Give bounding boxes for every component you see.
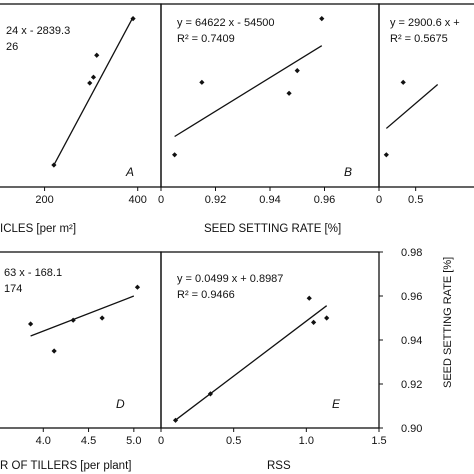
panel-c-x-tick-label-1: 0 — [376, 194, 382, 206]
panel-b-equation: y = 64622 x - 54500 — [177, 17, 275, 29]
panel-a-equation: 24 x - 2839.3 — [6, 25, 70, 37]
panel-a-point-1 — [51, 162, 57, 168]
panel-e-y-tick-label-5: 0.98 — [401, 247, 422, 259]
panel-e-xlabel: RSS — [267, 460, 291, 472]
panel-c-point-2 — [400, 79, 406, 85]
panel-e-y-tick-label-2: 0.92 — [401, 379, 422, 391]
panel-d-regression-line — [30, 295, 135, 337]
panel-b-x-tick-label-2: 0.92 — [205, 194, 226, 206]
panel-a-label: A — [125, 165, 134, 179]
panel-e-equation: y = 0.0499 x + 0.8987 — [177, 273, 283, 285]
panel-a-point-5 — [130, 16, 136, 22]
panel-e-point-2 — [207, 391, 214, 397]
panel-c: 0 0.5 y = 2900.6 x + R² = 0.5675 — [376, 3, 474, 206]
panel-d-r2: 174 — [4, 283, 22, 295]
panel-d-point-3 — [70, 317, 76, 323]
panel-b-point-3 — [286, 90, 292, 96]
panel-e-y-tick-label-1: 0.90 — [401, 423, 422, 435]
panel-d-point-1 — [28, 321, 34, 327]
panel-a-xlabel: ICLES [per m²] — [0, 223, 76, 235]
panel-d-x-tick-label-2: 4.5 — [81, 435, 96, 447]
panel-e-r2: R² = 0.9466 — [177, 289, 235, 301]
panel-a-regression-line — [53, 16, 134, 166]
panel-c-marks: 0 0.5 — [376, 79, 439, 206]
panel-e-point-3 — [306, 295, 312, 301]
panel-e: 0 0.5 1.0 1.5 0.90 0.92 0.94 0.96 0.98 y = 0.049… — [158, 247, 454, 472]
panel-e-point-5 — [324, 315, 330, 321]
panel-b-frame — [160, 3, 380, 188]
panel-e-y-tick-label-3: 0.94 — [401, 335, 422, 347]
panel-a-marks: 200 400 — [35, 16, 147, 206]
panel-a-r2: 26 — [6, 41, 18, 53]
panel-d-marks: 4.0 4.5 5.0 — [28, 284, 141, 447]
panel-b-r2: R² = 0.7409 — [177, 33, 235, 45]
panel-e-x-tick-label-4: 1.5 — [371, 435, 386, 447]
panel-b-x-tick-label-1: 0 — [158, 194, 164, 206]
panel-b-point-2 — [199, 79, 205, 85]
panel-d-xlabel: R OF TILLERS [per plant] — [0, 460, 131, 472]
panel-c-equation: y = 2900.6 x + — [390, 17, 460, 29]
panel-c-x-tick-label-2: 0.5 — [408, 194, 423, 206]
panel-b-marks: 0 0.92 0.94 0.96 — [158, 16, 335, 206]
panel-d-point-4 — [99, 315, 105, 321]
panel-b-point-1 — [172, 152, 178, 158]
panel-b-point-4 — [294, 68, 300, 74]
panel-e-x-tick-label-1: 0 — [158, 435, 164, 447]
panel-d-point-5 — [134, 284, 141, 290]
panel-b-point-5 — [319, 16, 325, 22]
panel-c-point-1 — [383, 152, 389, 158]
panel-d-label: D — [116, 397, 125, 411]
panel-b-label: B — [344, 165, 352, 179]
panel-a-x-tick-label-2: 400 — [129, 194, 147, 206]
panel-d-point-2 — [51, 348, 57, 354]
panel-b-x-tick-label-3: 0.94 — [259, 194, 280, 206]
panel-d-equation: 63 x - 168.1 — [4, 267, 62, 279]
panel-a-point-4 — [94, 52, 100, 58]
panel-e-label: E — [332, 397, 341, 411]
panel-d-x-tick-label-3: 5.0 — [126, 435, 141, 447]
panel-b: 0 0.92 0.94 0.96 y = 64622 x - 54500 R² = 0… — [158, 3, 380, 235]
panel-e-ylabel: SEED SETTING RATE [%] — [442, 257, 454, 388]
panel-b-regression-line — [174, 45, 323, 138]
panel-d: 4.0 4.5 5.0 63 x - 168.1 174 D R OF TILLER… — [0, 251, 162, 472]
panel-e-x-tick-label-2: 0.5 — [226, 435, 241, 447]
panel-e-point-4 — [311, 319, 317, 325]
panel-e-point-1 — [172, 417, 179, 423]
panel-a-point-2 — [87, 80, 93, 86]
panel-b-x-tick-label-4: 0.96 — [314, 194, 335, 206]
panel-d-x-tick-label-1: 4.0 — [36, 435, 51, 447]
panel-a: 200 400 24 x - 2839.3 26 A ICLES [per m²] — [0, 3, 162, 235]
panel-a-x-tick-label-1: 200 — [35, 194, 53, 206]
panel-b-xlabel: SEED SETTING RATE [%] — [204, 223, 341, 235]
panel-e-x-tick-label-3: 1.0 — [299, 435, 314, 447]
panel-e-regression-line — [175, 305, 328, 421]
panel-c-frame — [378, 3, 474, 188]
panel-c-r2: R² = 0.5675 — [390, 33, 448, 45]
panel-e-marks: 0 0.5 1.0 1.5 0.90 0.92 0.94 0.96 0.98 — [158, 247, 422, 447]
panel-a-point-3 — [90, 74, 97, 80]
panel-e-y-tick-label-4: 0.96 — [401, 291, 422, 303]
panel-c-regression-line — [385, 84, 439, 129]
